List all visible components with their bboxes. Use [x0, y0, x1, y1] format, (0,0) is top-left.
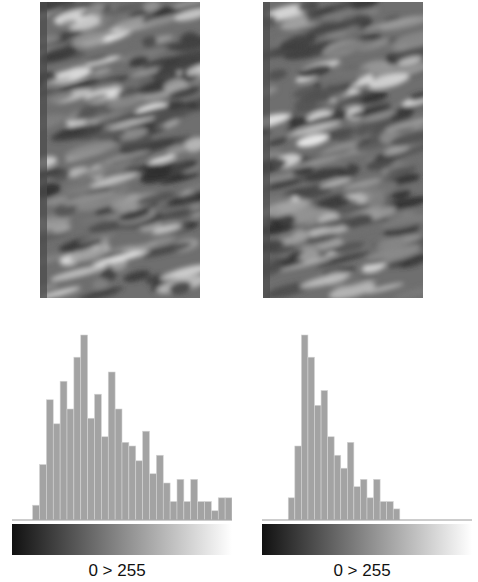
histogram-bar — [156, 455, 163, 520]
speckle-image — [40, 2, 200, 298]
histogram-bar — [40, 465, 47, 521]
histogram-bar — [46, 400, 53, 520]
panel: 0 > 255 — [237, 0, 472, 580]
histogram-bar — [198, 502, 205, 521]
histogram-bar — [101, 437, 108, 520]
histogram-bar — [328, 437, 335, 520]
histogram-bar — [60, 381, 67, 520]
axis-label: 0 > 255 — [333, 561, 390, 580]
histogram-bar — [74, 357, 81, 520]
histogram-bar — [380, 502, 387, 521]
histogram-bar — [88, 418, 95, 520]
histogram-bar — [321, 391, 328, 521]
histogram-bar — [205, 502, 212, 521]
histogram-bar — [67, 409, 74, 520]
histogram-bar — [288, 498, 295, 520]
histogram-bar — [184, 502, 191, 521]
histogram-bar — [218, 498, 225, 520]
histogram-bar — [122, 442, 129, 520]
histogram-bar — [308, 357, 315, 520]
grey-scale-bar — [262, 524, 472, 555]
histogram-bar — [301, 335, 308, 520]
histogram-bars — [33, 335, 232, 520]
histogram-bars — [288, 335, 400, 520]
histogram-bar — [95, 394, 102, 520]
histogram-bar — [170, 502, 177, 521]
figure: 0 > 255 0 > 255 — [0, 0, 478, 582]
histogram-bar — [393, 509, 400, 520]
histogram-bar — [108, 372, 115, 520]
axis-label: 0 > 255 — [88, 561, 145, 580]
histogram-bar — [367, 498, 374, 520]
histogram-bar — [295, 446, 302, 520]
histogram-bar — [225, 498, 232, 520]
histogram-bar — [81, 335, 88, 520]
histogram-bar — [211, 511, 218, 520]
panel: 0 > 255 — [12, 0, 232, 580]
histogram-bar — [341, 468, 348, 520]
histogram-bar — [163, 483, 170, 520]
histogram-bar — [347, 442, 354, 520]
histogram-bar — [387, 502, 394, 521]
histogram-bar — [315, 405, 322, 520]
grey-scale-bar — [12, 524, 232, 555]
histogram-bar — [53, 424, 60, 520]
histogram-bar — [115, 409, 122, 520]
histogram-bar — [136, 461, 143, 520]
histogram-bar — [150, 474, 157, 520]
histogram-bar — [177, 479, 184, 520]
histogram-bar — [33, 505, 40, 520]
x-axis-line — [12, 520, 232, 521]
histogram-bar — [360, 479, 367, 520]
histogram-bar — [354, 487, 361, 520]
histogram-bar — [191, 479, 198, 520]
histogram-bar — [334, 455, 341, 520]
speckle-image — [263, 2, 423, 298]
x-axis-line — [262, 520, 472, 521]
histogram-bar — [143, 431, 150, 520]
histogram-bar — [129, 446, 136, 520]
histogram-bar — [374, 479, 381, 520]
